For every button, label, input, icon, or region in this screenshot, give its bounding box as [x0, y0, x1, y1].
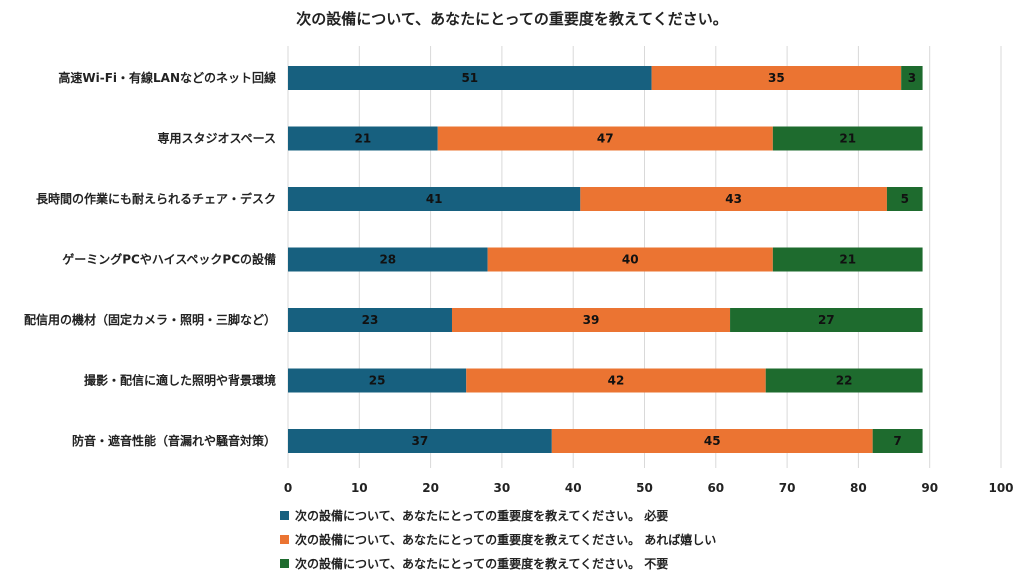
data-label-3-0: 28	[379, 253, 396, 267]
x-tick-label-0: 0	[284, 481, 292, 495]
category-label-0: 高速Wi-Fi・有線LANなどのネット回線	[58, 70, 276, 85]
x-tick-label-6: 60	[707, 481, 724, 495]
data-label-2-1: 43	[725, 192, 742, 206]
data-label-1-2: 21	[839, 132, 856, 146]
bar-segment-2-1	[580, 187, 887, 211]
data-label-5-2: 22	[836, 374, 853, 388]
data-label-3-1: 40	[622, 253, 639, 267]
x-tick-label-9: 90	[921, 481, 938, 495]
bar-segment-1-2	[772, 126, 923, 151]
x-tick-label-4: 40	[565, 481, 582, 495]
category-label-6: 防音・遮音性能（音漏れや騒音対策）	[72, 433, 276, 448]
legend-item-necessary: 次の設備について、あなたにとっての重要度を教えてください。 必要	[280, 503, 716, 527]
chart-title: 次の設備について、あなたにとっての重要度を教えてください。	[296, 10, 728, 28]
bar-segment-1-1	[437, 126, 773, 151]
category-label-5: 撮影・配信に適した照明や背景環境	[84, 373, 276, 388]
data-label-4-1: 39	[583, 313, 600, 327]
bar-segment-5-0	[288, 368, 467, 393]
data-label-3-2: 21	[839, 253, 856, 267]
bar-segment-4-1	[451, 308, 731, 332]
bar-segment-6-1	[551, 429, 873, 453]
data-label-1-0: 21	[355, 132, 372, 146]
legend-swatch-nice-to-have	[280, 534, 289, 544]
data-label-6-1: 45	[704, 434, 721, 448]
legend-label-necessary: 次の設備について、あなたにとっての重要度を教えてください。 必要	[295, 508, 669, 523]
bar-segment-3-2	[772, 247, 923, 272]
bar-segment-0-0	[288, 66, 652, 90]
data-label-6-2: 7	[893, 434, 901, 448]
data-label-5-1: 42	[608, 374, 625, 388]
legend-swatch-necessary	[280, 510, 289, 520]
x-tick-label-2: 20	[422, 481, 439, 495]
bar-segment-3-0	[288, 247, 488, 272]
legend-item-unnecessary: 次の設備について、あなたにとっての重要度を教えてください。 不要	[280, 551, 716, 575]
legend-swatch-unnecessary	[280, 558, 289, 568]
x-tick-label-5: 50	[636, 481, 653, 495]
bar-segment-4-0	[288, 308, 452, 332]
bar-segment-3-1	[487, 247, 773, 272]
data-label-6-0: 37	[412, 434, 429, 448]
data-label-1-1: 47	[597, 132, 614, 146]
x-tick-label-8: 80	[850, 481, 867, 495]
legend: 次の設備について、あなたにとっての重要度を教えてください。 必要 次の設備につい…	[280, 503, 716, 575]
bar-segment-4-2	[730, 308, 923, 332]
data-label-0-0: 51	[461, 71, 478, 85]
x-tick-label-10: 100	[988, 481, 1013, 495]
data-label-0-2: 3	[908, 71, 916, 85]
legend-label-unnecessary: 次の設備について、あなたにとっての重要度を教えてください。 不要	[295, 556, 669, 571]
data-label-2-2: 5	[901, 192, 909, 206]
data-label-5-0: 25	[369, 374, 386, 388]
data-label-4-0: 23	[362, 313, 379, 327]
bar-segment-6-2	[872, 429, 923, 453]
category-label-4: 配信用の機材（固定カメラ・照明・三脚など）	[24, 312, 276, 327]
data-label-0-1: 35	[768, 71, 785, 85]
category-label-1: 専用スタジオスペース	[157, 131, 276, 146]
bar-segment-1-0	[288, 126, 438, 151]
bar-segment-0-1	[651, 66, 902, 90]
bar-segment-5-2	[765, 368, 923, 393]
legend-label-nice-to-have: 次の設備について、あなたにとっての重要度を教えてください。 あれば嬉しい	[295, 532, 717, 547]
legend-item-nice-to-have: 次の設備について、あなたにとっての重要度を教えてください。 あれば嬉しい	[280, 527, 716, 551]
bar-segment-5-1	[466, 368, 766, 393]
bar-segment-2-0	[288, 187, 581, 211]
bar-segment-6-0	[288, 429, 552, 453]
x-tick-label-7: 70	[779, 481, 796, 495]
data-label-4-2: 27	[818, 313, 835, 327]
category-label-2: 長時間の作業にも耐えられるチェア・デスク	[36, 191, 276, 206]
x-tick-label-3: 30	[494, 481, 511, 495]
x-tick-label-1: 10	[351, 481, 368, 495]
category-label-3: ゲーミングPCやハイスペックPCの設備	[62, 252, 276, 267]
bar-segment-0-2	[901, 66, 923, 90]
bar-segment-2-2	[886, 187, 923, 211]
data-label-2-0: 41	[426, 192, 443, 206]
chart-plot: 0 10 20 30 40 50 60 70 80 90 100 高速Wi-Fi・有線LANなどのネッ…	[24, 46, 1014, 495]
